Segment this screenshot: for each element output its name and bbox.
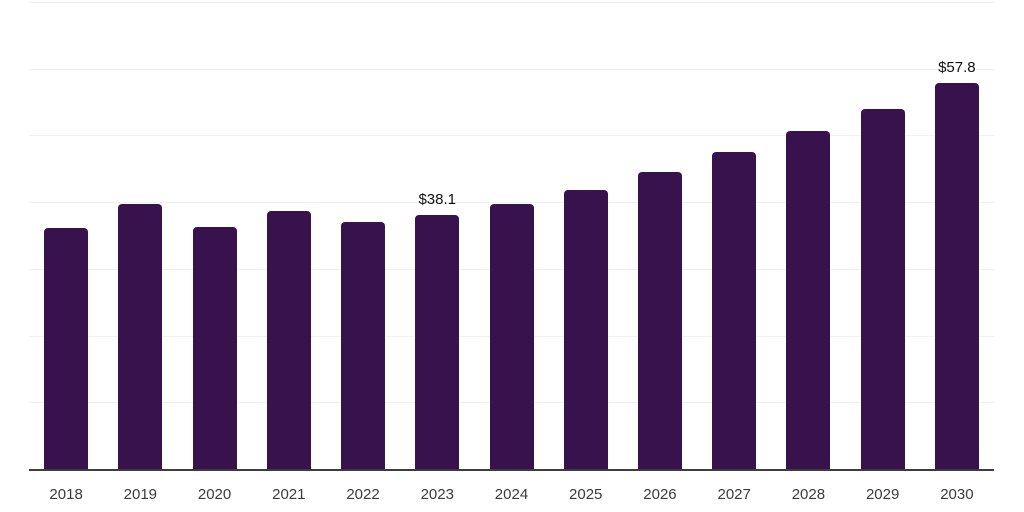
gridline-60 [29, 68, 994, 70]
data-label-2023: $38.1 [418, 190, 457, 208]
x-tick-2021: 2021 [272, 486, 306, 503]
bar-2027 [712, 152, 757, 469]
x-tick-2025: 2025 [569, 486, 603, 503]
bar-2018 [44, 228, 89, 469]
x-tick-2029: 2029 [865, 486, 900, 503]
x-tick-2022: 2022 [346, 486, 380, 503]
x-tick-2026: 2026 [643, 486, 677, 503]
gridline-40 [29, 202, 994, 204]
x-tick-2028: 2028 [791, 486, 826, 503]
bar-2022 [341, 222, 386, 469]
x-tick-2030: 2030 [940, 486, 974, 503]
x-tick-2020: 2020 [197, 486, 232, 503]
plot-area: $38.1 $57.8 [29, 2, 994, 471]
bar-2020 [192, 226, 237, 469]
bar-2026 [637, 172, 682, 469]
bar-2025 [563, 190, 608, 469]
gridline-70 [29, 2, 994, 3]
bar-2021 [266, 210, 311, 469]
x-tick-2024: 2024 [494, 486, 529, 503]
x-tick-2018: 2018 [49, 486, 83, 503]
x-tick-2027: 2027 [717, 486, 751, 503]
bar-2019 [118, 204, 163, 469]
gridline-50 [29, 135, 994, 137]
bar-2028 [786, 131, 831, 469]
x-tick-2019: 2019 [123, 486, 158, 503]
bar-2030 [934, 83, 979, 469]
bar-2029 [860, 109, 905, 469]
bar-2023 [415, 214, 460, 469]
x-tick-2023: 2023 [420, 486, 454, 503]
bar-2024 [489, 204, 534, 469]
data-label-2030: $57.8 [938, 59, 976, 77]
